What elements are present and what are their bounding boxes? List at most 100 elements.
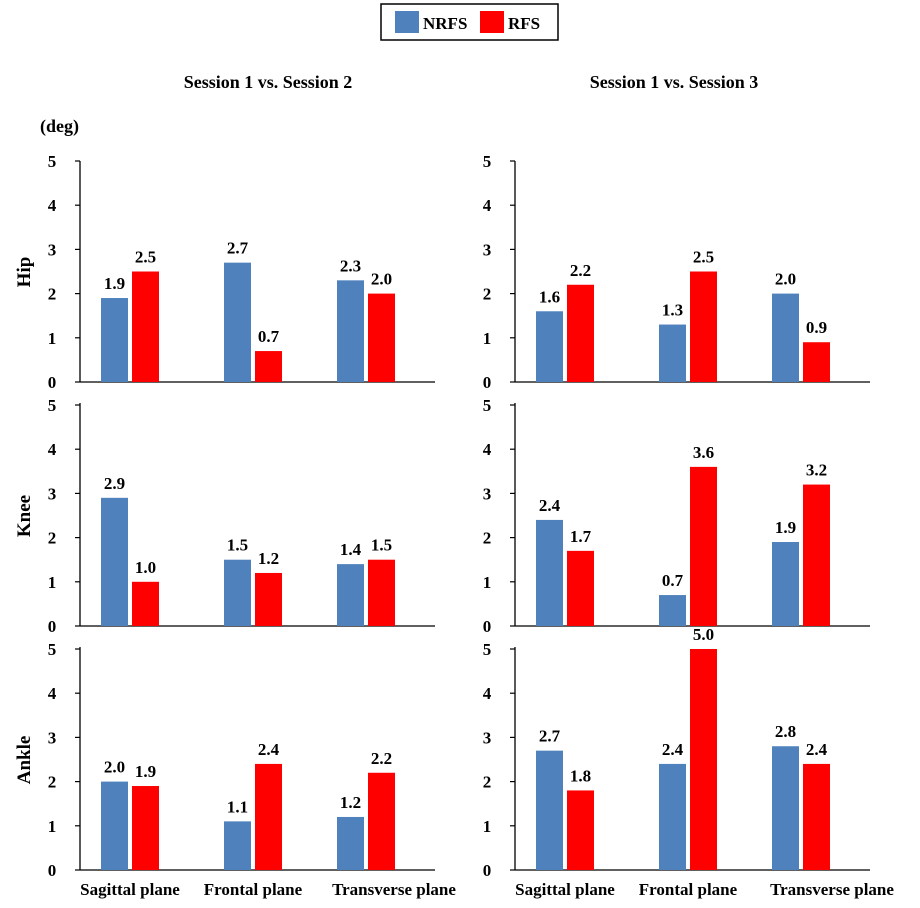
y-tick-label: 5 (48, 396, 57, 415)
y-tick-label: 1 (48, 573, 57, 592)
data-label-nrfs-sagittal-plane: 1.9 (104, 274, 125, 293)
y-tick-label: 3 (483, 728, 492, 747)
x-label-transverse-plane: Transverse plane (332, 880, 456, 899)
bar-rfs-transverse-plane (368, 293, 395, 382)
x-label-frontal-plane: Frontal plane (639, 880, 738, 899)
bar-rfs-sagittal-plane (132, 271, 159, 382)
bar-rfs-sagittal-plane (567, 790, 594, 870)
y-tick-label: 0 (483, 617, 492, 636)
data-label-rfs-transverse-plane: 2.4 (806, 740, 828, 759)
y-tick-label: 5 (483, 152, 492, 171)
y-tick-label: 4 (483, 196, 492, 215)
bar-nrfs-sagittal-plane (101, 497, 128, 626)
data-label-nrfs-transverse-plane: 1.4 (340, 540, 362, 559)
y-tick-label: 4 (483, 684, 492, 703)
bar-rfs-transverse-plane (803, 484, 830, 626)
bar-nrfs-transverse-plane (337, 280, 364, 382)
x-label-sagittal-plane: Sagittal plane (515, 880, 615, 899)
y-tick-label: 3 (48, 728, 57, 747)
panel-ankle-session-1-vs-3: 0 1 2 3 4 5 2.7 2.4 2.8 1.8 5.0 2.4 (483, 625, 870, 880)
data-label-rfs-sagittal-plane: 1.0 (135, 558, 156, 577)
data-label-rfs-transverse-plane: 2.0 (371, 270, 392, 289)
data-label-nrfs-transverse-plane: 1.9 (775, 518, 796, 537)
bar-rfs-transverse-plane (368, 559, 395, 626)
bar-nrfs-sagittal-plane (536, 519, 563, 626)
y-tick-label: 5 (48, 640, 57, 659)
data-label-nrfs-frontal-plane: 0.7 (662, 571, 684, 590)
row-label-ankle: Ankle (14, 736, 35, 785)
bar-rfs-transverse-plane (803, 763, 830, 870)
data-label-nrfs-sagittal-plane: 2.9 (104, 474, 125, 493)
panel-ankle-session-1-vs-2: 0 1 2 3 4 5 2.0 1.1 1.2 1.9 2.4 2.2 (48, 640, 435, 880)
bar-rfs-frontal-plane (255, 351, 282, 382)
data-label-rfs-frontal-plane: 2.4 (258, 740, 280, 759)
bar-nrfs-frontal-plane (659, 595, 686, 626)
y-tick-label: 4 (48, 684, 57, 703)
data-label-nrfs-transverse-plane: 2.3 (340, 256, 361, 275)
bar-nrfs-frontal-plane (224, 821, 251, 870)
data-label-rfs-frontal-plane: 5.0 (693, 625, 714, 644)
data-label-rfs-transverse-plane: 2.2 (371, 749, 392, 768)
y-tick-label: 4 (483, 440, 492, 459)
data-label-nrfs-sagittal-plane: 2.7 (539, 727, 561, 746)
data-label-rfs-sagittal-plane: 2.5 (135, 248, 156, 267)
legend-swatch-rfs (480, 11, 504, 33)
y-tick-label: 1 (48, 329, 57, 348)
y-tick-label: 5 (483, 396, 492, 415)
bar-nrfs-sagittal-plane (536, 750, 563, 870)
y-tick-label: 5 (48, 152, 57, 171)
y-tick-label: 1 (483, 573, 492, 592)
y-tick-label: 1 (483, 329, 492, 348)
bar-nrfs-sagittal-plane (536, 311, 563, 382)
bar-rfs-sagittal-plane (567, 284, 594, 382)
bar-rfs-sagittal-plane (567, 550, 594, 626)
bar-rfs-frontal-plane (255, 572, 282, 626)
bar-rfs-sagittal-plane (132, 581, 159, 626)
column-title-session-1-vs-2: Session 1 vs. Session 2 (184, 72, 353, 92)
y-tick-label: 2 (48, 529, 57, 548)
bar-nrfs-transverse-plane (772, 746, 799, 870)
bar-nrfs-frontal-plane (659, 763, 686, 870)
data-label-rfs-sagittal-plane: 1.7 (570, 527, 592, 546)
y-unit-label: (deg) (40, 116, 79, 137)
data-label-nrfs-frontal-plane: 2.7 (227, 239, 249, 258)
y-tick-label: 3 (48, 240, 57, 259)
y-tick-label: 1 (483, 817, 492, 836)
y-tick-label: 0 (483, 861, 492, 880)
y-tick-label: 2 (48, 773, 57, 792)
data-label-rfs-transverse-plane: 0.9 (806, 318, 827, 337)
row-label-hip: Hip (14, 257, 35, 288)
data-label-nrfs-transverse-plane: 1.2 (340, 793, 361, 812)
y-tick-label: 1 (48, 817, 57, 836)
y-tick-label: 0 (48, 373, 57, 392)
data-label-nrfs-frontal-plane: 1.3 (662, 301, 683, 320)
x-label-transverse-plane: Transverse plane (770, 880, 894, 899)
bar-nrfs-transverse-plane (772, 542, 799, 626)
x-label-frontal-plane: Frontal plane (204, 880, 303, 899)
bar-rfs-frontal-plane (690, 466, 717, 626)
y-tick-label: 3 (483, 484, 492, 503)
y-tick-label: 0 (48, 861, 57, 880)
panels: 0 1 2 3 4 5 1.9 2.7 2.3 2.5 0.7 2.0 0 1 2 3 4 5 1.6 1.3 2.0 2… (48, 152, 870, 880)
legend-label-nrfs: NRFS (423, 14, 467, 33)
bar-nrfs-sagittal-plane (101, 298, 128, 382)
y-tick-label: 2 (483, 529, 492, 548)
y-tick-label: 3 (483, 240, 492, 259)
x-axis-labels-left: Sagittal plane Frontal plane Transverse … (80, 880, 456, 899)
data-label-rfs-frontal-plane: 3.6 (693, 443, 714, 462)
bar-rfs-frontal-plane (690, 649, 717, 870)
y-tick-label: 2 (483, 773, 492, 792)
legend-swatch-nrfs (395, 11, 419, 33)
data-label-nrfs-transverse-plane: 2.0 (775, 270, 796, 289)
panel-knee-session-1-vs-2: 0 1 2 3 4 5 2.9 1.5 1.4 1.0 1.2 1.5 (48, 396, 435, 636)
data-label-nrfs-frontal-plane: 2.4 (662, 740, 684, 759)
y-tick-label: 0 (48, 617, 57, 636)
y-tick-label: 5 (483, 640, 492, 659)
data-label-rfs-transverse-plane: 1.5 (371, 536, 392, 555)
legend: NRFS RFS (380, 3, 559, 41)
bar-nrfs-transverse-plane (337, 816, 364, 870)
data-label-rfs-frontal-plane: 1.2 (258, 549, 279, 568)
data-label-nrfs-transverse-plane: 2.8 (775, 722, 796, 741)
bar-nrfs-transverse-plane (337, 564, 364, 626)
